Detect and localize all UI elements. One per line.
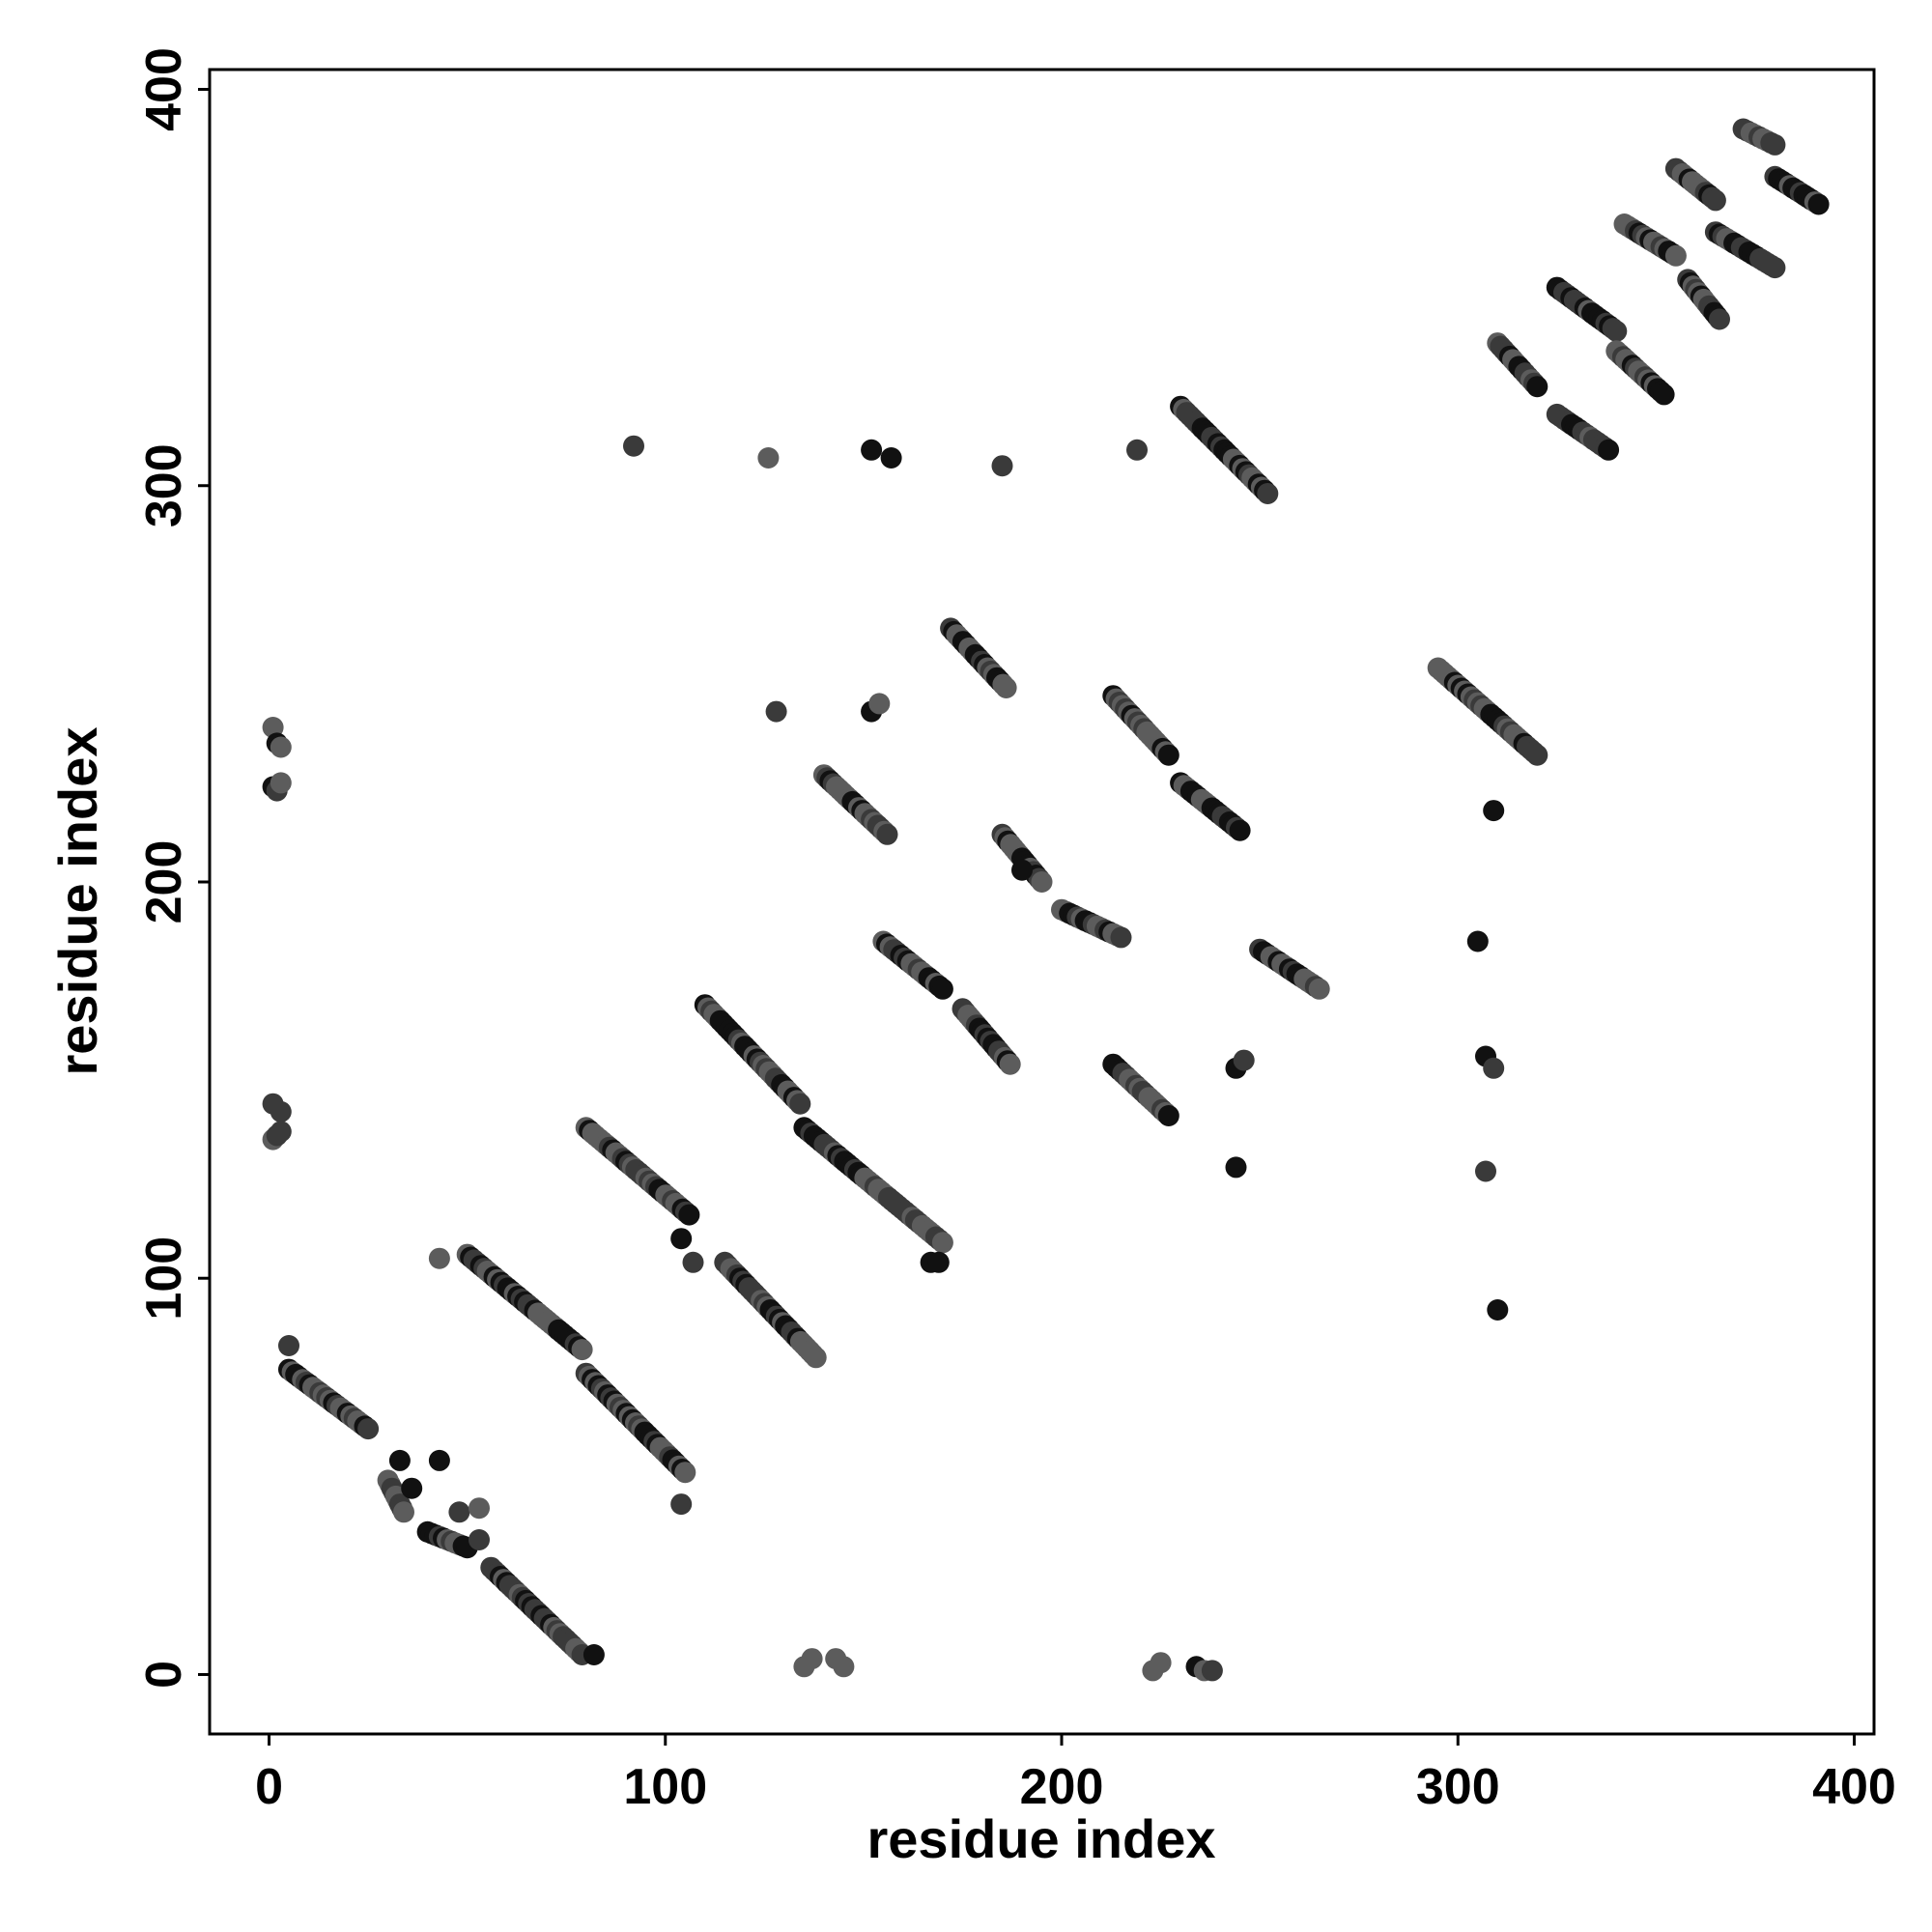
data-point bbox=[469, 1497, 490, 1520]
data-point bbox=[623, 435, 644, 457]
data-point bbox=[880, 447, 902, 469]
data-point bbox=[1150, 1652, 1172, 1674]
data-point bbox=[1110, 926, 1132, 949]
x-tick-label: 0 bbox=[255, 1759, 283, 1815]
data-point bbox=[388, 1449, 411, 1471]
y-tick-label: 200 bbox=[136, 840, 192, 924]
data-point bbox=[270, 1100, 292, 1122]
data-point bbox=[1483, 1057, 1505, 1079]
data-point bbox=[1605, 320, 1628, 342]
x-tick-label: 400 bbox=[1812, 1759, 1896, 1815]
data-point bbox=[469, 1529, 490, 1550]
data-point bbox=[428, 1247, 450, 1269]
data-point bbox=[1487, 1299, 1509, 1321]
data-point bbox=[868, 693, 891, 715]
data-point bbox=[670, 1228, 693, 1250]
data-point bbox=[678, 1204, 700, 1226]
data-point bbox=[1466, 930, 1489, 952]
data-point bbox=[1257, 483, 1279, 504]
y-tick-label: 300 bbox=[136, 443, 192, 527]
data-point bbox=[1157, 744, 1179, 766]
x-axis-ticks: 0 100 200 300 400 bbox=[255, 1734, 1896, 1815]
data-point bbox=[1709, 308, 1730, 330]
data-point bbox=[270, 736, 292, 758]
y-axis-ticks: 0 100 200 300 400 bbox=[136, 47, 210, 1689]
data-point bbox=[1526, 744, 1548, 766]
data-point bbox=[801, 1648, 823, 1670]
data-point bbox=[931, 1232, 953, 1254]
data-point bbox=[757, 447, 780, 469]
data-point bbox=[1308, 978, 1330, 1000]
y-tick-label: 400 bbox=[136, 47, 192, 131]
data-point bbox=[270, 772, 292, 794]
x-tick-label: 100 bbox=[623, 1759, 707, 1815]
data-point bbox=[927, 1251, 950, 1273]
x-axis-label: residue index bbox=[867, 1808, 1215, 1869]
data-point bbox=[876, 823, 898, 845]
data-point bbox=[1764, 257, 1786, 279]
data-point bbox=[1704, 189, 1726, 212]
data-point bbox=[1598, 439, 1620, 461]
data-point bbox=[357, 1418, 380, 1440]
data-point bbox=[765, 700, 787, 723]
data-point bbox=[1653, 384, 1675, 406]
y-tick-label: 100 bbox=[136, 1236, 192, 1321]
data-point bbox=[1764, 133, 1786, 156]
data-point bbox=[1126, 439, 1148, 461]
data-point bbox=[861, 439, 883, 461]
data-point bbox=[991, 455, 1013, 477]
data-point bbox=[401, 1477, 423, 1499]
x-tick-label: 300 bbox=[1416, 1759, 1500, 1815]
data-point bbox=[448, 1501, 470, 1523]
data-point bbox=[682, 1251, 704, 1273]
data-point bbox=[1031, 871, 1053, 893]
data-point bbox=[270, 1121, 292, 1143]
data-point bbox=[1201, 1660, 1223, 1682]
plot-frame bbox=[208, 68, 1876, 1736]
y-axis-label: residue index bbox=[47, 726, 108, 1075]
data-point bbox=[674, 1462, 696, 1484]
data-point bbox=[999, 1053, 1021, 1075]
data-point bbox=[931, 978, 953, 1000]
data-point bbox=[1475, 1160, 1496, 1182]
data-point bbox=[278, 1335, 299, 1356]
data-point bbox=[1233, 1049, 1255, 1071]
data-point bbox=[1157, 1105, 1179, 1126]
data-points bbox=[262, 118, 1830, 1682]
data-point bbox=[1807, 193, 1830, 215]
data-point bbox=[1526, 376, 1548, 398]
y-tick-label: 0 bbox=[136, 1661, 192, 1689]
data-point bbox=[582, 1644, 605, 1665]
data-point bbox=[1664, 244, 1687, 267]
data-point bbox=[1483, 800, 1505, 822]
data-point bbox=[833, 1656, 855, 1678]
data-point bbox=[1225, 1156, 1247, 1179]
data-point bbox=[789, 1093, 811, 1115]
data-point bbox=[428, 1449, 450, 1471]
data-point bbox=[995, 677, 1017, 698]
data-point bbox=[571, 1339, 593, 1361]
data-point bbox=[805, 1347, 827, 1369]
data-point bbox=[670, 1493, 693, 1516]
data-point bbox=[393, 1501, 414, 1523]
data-point bbox=[1229, 819, 1251, 841]
data-point bbox=[1011, 859, 1033, 881]
x-tick-label: 200 bbox=[1020, 1759, 1104, 1815]
